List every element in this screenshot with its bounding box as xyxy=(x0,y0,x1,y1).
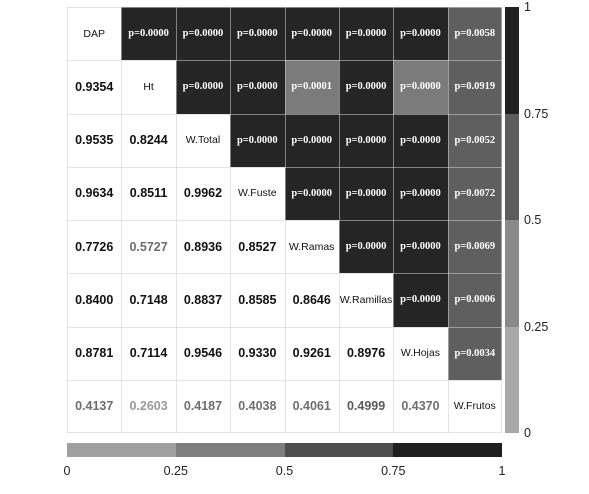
p-value-cell: p=0.0000 xyxy=(284,7,339,61)
colorbar-tick-label: 0 xyxy=(63,464,71,478)
p-value-cell: p=0.0072 xyxy=(447,166,502,220)
correlation-cell: 0.4370 xyxy=(393,379,448,433)
p-value-cell: p=0.0000 xyxy=(338,166,394,220)
colorbar-segment xyxy=(175,443,285,457)
correlation-cell: 0.8585 xyxy=(230,273,285,327)
p-value-cell: p=0.0000 xyxy=(338,220,394,274)
correlation-cell: 0.8400 xyxy=(67,273,122,327)
correlation-cell: 0.7114 xyxy=(121,326,176,380)
correlation-cell: 0.4038 xyxy=(230,379,285,433)
correlation-cell: 0.4061 xyxy=(284,379,339,433)
p-value-cell: p=0.0000 xyxy=(121,7,176,61)
p-value-cell: p=0.0000 xyxy=(284,166,339,220)
correlation-matrix: DAP p=0.0000 p=0.0000 p=0.0000 p=0.0000 p=0.0… xyxy=(67,7,502,433)
colorbar-segment xyxy=(505,7,519,114)
correlation-cell: 0.8781 xyxy=(67,326,122,380)
p-value-cell: p=0.0058 xyxy=(447,7,502,61)
grid-line xyxy=(67,379,502,381)
p-value-cell: p=0.0919 xyxy=(447,60,502,114)
grid-line xyxy=(67,273,502,275)
grid-line xyxy=(501,7,502,433)
variable-label: DAP xyxy=(67,7,122,61)
p-value-cell: p=0.0000 xyxy=(338,113,394,167)
correlation-cell: 0.9330 xyxy=(230,326,285,380)
grid-line xyxy=(67,326,502,328)
correlation-cell: 0.8527 xyxy=(230,220,285,274)
colorbar-tick-label: 0.25 xyxy=(163,464,188,478)
p-value-cell: p=0.0001 xyxy=(284,60,339,114)
correlation-cell: 0.9634 xyxy=(67,166,122,220)
vertical-colorbar xyxy=(505,7,519,433)
correlation-cell: 0.8976 xyxy=(338,326,394,380)
p-value-cell: p=0.0000 xyxy=(393,166,448,220)
correlation-cell: 0.2603 xyxy=(121,379,176,433)
correlation-cell: 0.7726 xyxy=(67,220,122,274)
horizontal-colorbar xyxy=(67,443,502,457)
grid-line xyxy=(338,7,340,433)
p-value-cell: p=0.0006 xyxy=(447,273,502,327)
p-value-cell: p=0.0000 xyxy=(393,273,448,327)
colorbar-tick-label: 1 xyxy=(524,0,531,14)
correlation-cell: 0.5727 xyxy=(121,220,176,274)
colorbar-segment xyxy=(393,443,502,457)
p-value-cell: p=0.0000 xyxy=(393,60,448,114)
p-value-cell: p=0.0000 xyxy=(393,7,448,61)
correlation-cell: 0.9261 xyxy=(284,326,339,380)
colorbar-segment xyxy=(505,326,519,433)
colorbar-tick-label: 0 xyxy=(524,426,531,440)
correlation-cell: 0.9354 xyxy=(67,60,122,114)
colorbar-tick-label: 0.75 xyxy=(524,106,549,121)
colorbar-tick-label: 0.25 xyxy=(524,319,549,334)
correlation-cell: 0.8646 xyxy=(284,273,339,327)
colorbar-segment xyxy=(505,113,519,220)
grid-line xyxy=(67,432,502,433)
variable-label: W.Total xyxy=(175,113,231,167)
variable-label: W.Ramillas xyxy=(338,273,394,327)
variable-label: W.Frutos xyxy=(447,379,502,433)
p-value-cell: p=0.0000 xyxy=(284,113,339,167)
p-value-cell: p=0.0000 xyxy=(338,7,394,61)
colorbar-tick-label: 0.5 xyxy=(275,464,294,478)
colorbar-tick-label: 1 xyxy=(498,464,506,478)
p-value-cell: p=0.0000 xyxy=(230,113,285,167)
p-value-cell: p=0.0000 xyxy=(175,7,231,61)
colorbar-segment xyxy=(284,443,394,457)
p-value-cell: p=0.0000 xyxy=(230,7,285,61)
correlation-cell: 0.8511 xyxy=(121,166,176,220)
grid-line xyxy=(67,220,502,221)
p-value-cell: p=0.0069 xyxy=(447,220,502,274)
p-value-cell: p=0.0000 xyxy=(393,113,448,167)
correlation-cell: 0.9546 xyxy=(175,326,231,380)
colorbar-segment xyxy=(505,220,519,327)
correlation-cell: 0.8837 xyxy=(175,273,231,327)
p-value-cell: p=0.0000 xyxy=(338,60,394,114)
correlation-cell: 0.9962 xyxy=(175,166,231,220)
p-value-cell: p=0.0000 xyxy=(230,60,285,114)
grid-line xyxy=(447,7,449,433)
p-value-cell: p=0.0052 xyxy=(447,113,502,167)
variable-label: W.Fuste xyxy=(230,166,285,220)
correlation-cell: 0.9535 xyxy=(67,113,122,167)
p-value-cell: p=0.0000 xyxy=(393,220,448,274)
colorbar-tick-label: 0.5 xyxy=(524,213,542,227)
correlation-cell: 0.8936 xyxy=(175,220,231,274)
variable-label: W.Ramas xyxy=(284,220,339,274)
colorbar-segment xyxy=(67,443,176,457)
p-value-cell: p=0.0000 xyxy=(175,60,231,114)
correlation-cell: 0.4137 xyxy=(67,379,122,433)
correlation-cell: 0.8244 xyxy=(121,113,176,167)
correlation-cell: 0.4999 xyxy=(338,379,394,433)
variable-label: Ht xyxy=(121,60,176,114)
grid-line xyxy=(393,7,395,433)
p-value-cell: p=0.0034 xyxy=(447,326,502,380)
variable-label: W.Hojas xyxy=(393,326,448,380)
colorbar-tick-label: 0.75 xyxy=(381,464,406,478)
correlation-cell: 0.4187 xyxy=(175,379,231,433)
correlation-cell: 0.7148 xyxy=(121,273,176,327)
